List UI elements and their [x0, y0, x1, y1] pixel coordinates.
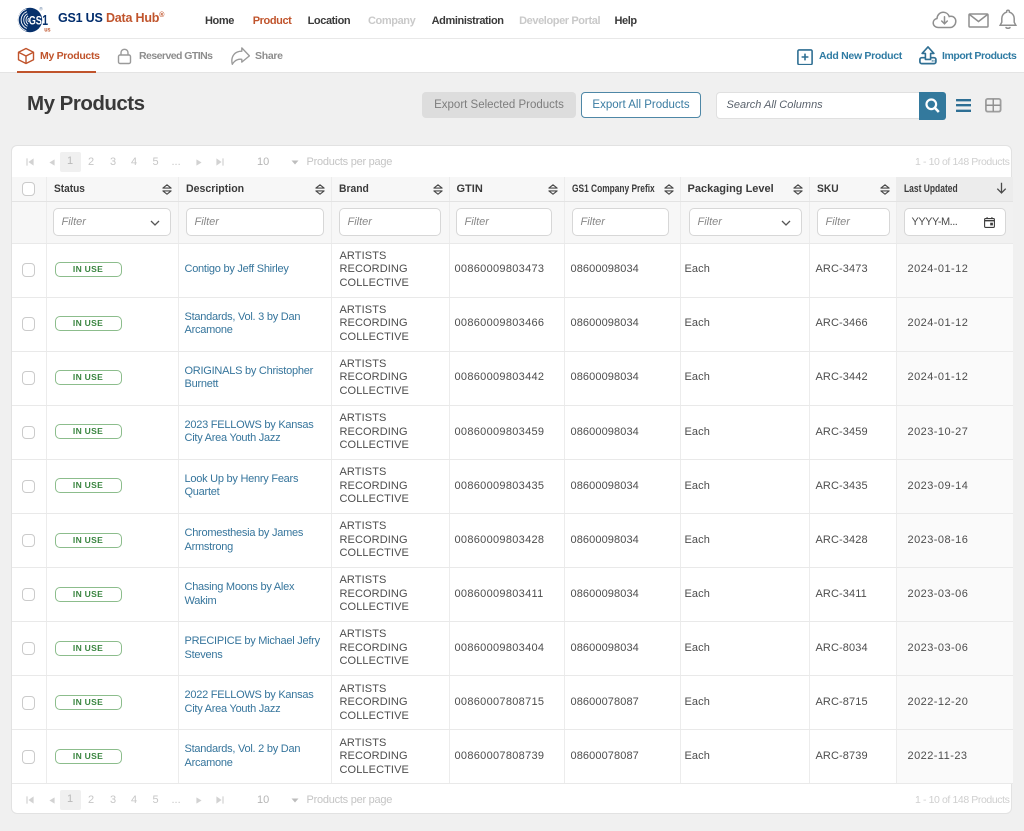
svg-text:GS: GS: [29, 13, 42, 27]
svg-text:®: ®: [39, 6, 43, 12]
svg-text:1: 1: [42, 12, 48, 29]
svg-text:us: us: [44, 26, 51, 33]
